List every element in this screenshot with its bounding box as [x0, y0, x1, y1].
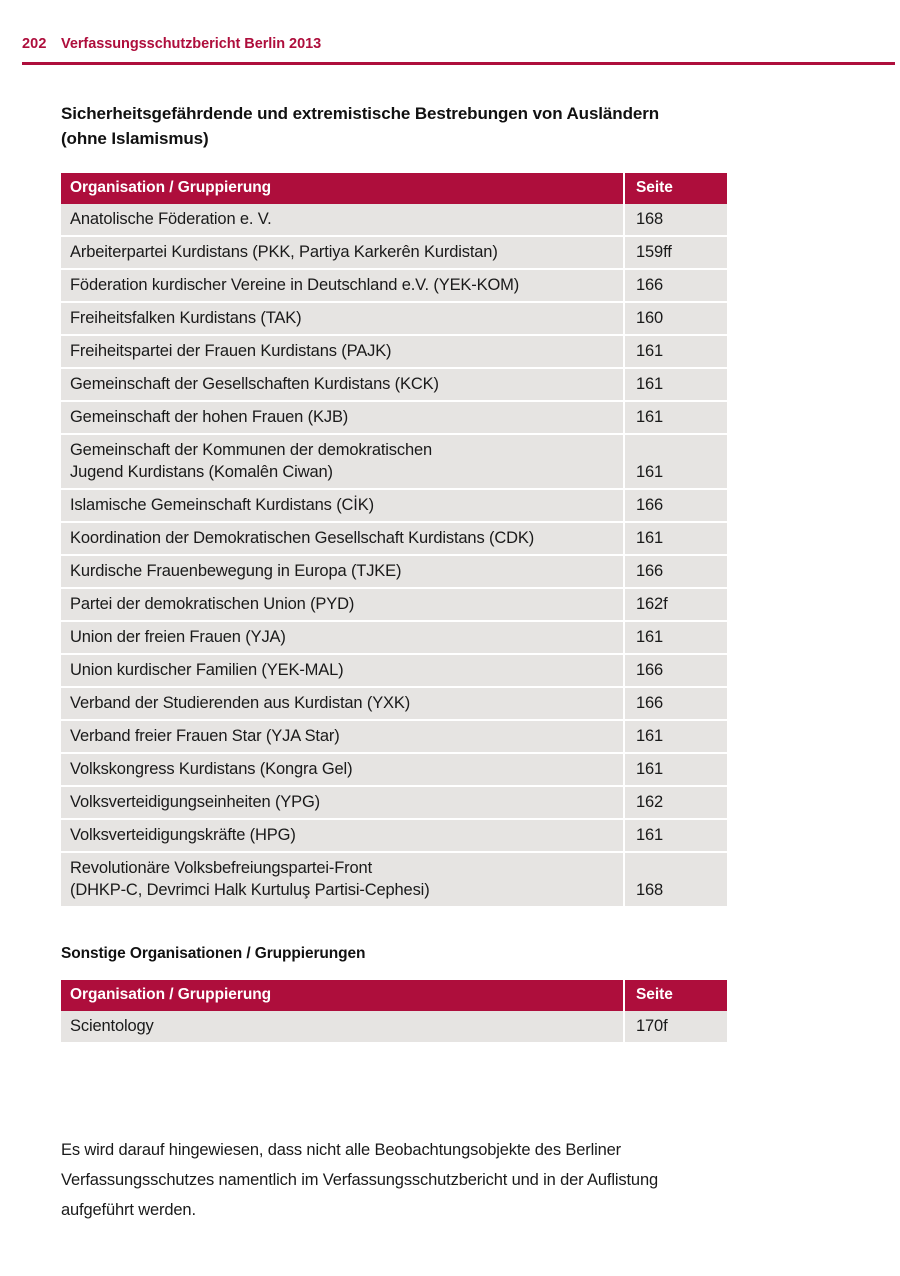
cell-seite: 159ff	[624, 236, 727, 270]
table-row: Revolutionäre Volksbefreiungspartei-Fron…	[61, 852, 727, 908]
table-row: Koordination der Demokratischen Gesellsc…	[61, 522, 727, 556]
cell-organisation: Volksverteidigungseinheiten (YPG)	[61, 786, 625, 820]
table-auslaendische-organisationen: Organisation / Gruppierung Seite Anatoli…	[61, 173, 727, 908]
table-header: Organisation / Gruppierung Seite	[61, 173, 727, 204]
column-header-organisation: Organisation / Gruppierung	[61, 980, 625, 1011]
page-running-head: 202 Verfassungsschutzbericht Berlin 2013	[0, 36, 900, 66]
cell-organisation: Revolutionäre Volksbefreiungspartei-Fron…	[61, 852, 625, 908]
cell-organisation: Föderation kurdischer Vereine in Deutsch…	[61, 269, 625, 303]
cell-organisation: Freiheitsfalken Kurdistans (TAK)	[61, 302, 625, 336]
cell-organisation: Freiheitspartei der Frauen Kurdistans (P…	[61, 335, 625, 369]
table-row: Partei der demokratischen Union (PYD) 162…	[61, 588, 727, 622]
cell-organisation: Partei der demokratischen Union (PYD)	[61, 588, 625, 622]
cell-seite: 161	[624, 819, 727, 853]
cell-seite: 161	[624, 720, 727, 754]
cell-seite: 166	[624, 555, 727, 589]
running-head-rule	[22, 62, 895, 65]
table-row: Union kurdischer Familien (YEK-MAL) 166	[61, 654, 727, 688]
cell-organisation: Volksverteidigungskräfte (HPG)	[61, 819, 625, 853]
table-row: Verband der Studierenden aus Kurdistan (…	[61, 687, 727, 721]
cell-organisation: Islamische Gemeinschaft Kurdistans (CİK)	[61, 489, 625, 523]
table-header-row: Organisation / Gruppierung Seite	[61, 173, 727, 204]
table-row: Anatolische Föderation e. V. 168	[61, 204, 727, 237]
table-row: Freiheitspartei der Frauen Kurdistans (P…	[61, 335, 727, 369]
section-title-sonstige: Sonstige Organisationen / Gruppierungen	[61, 944, 366, 962]
table-body: Scientology 170f	[61, 1011, 727, 1044]
cell-organisation: Koordination der Demokratischen Gesellsc…	[61, 522, 625, 556]
cell-seite: 160	[624, 302, 727, 336]
table-row: Scientology 170f	[61, 1011, 727, 1044]
table-row: Arbeiterpartei Kurdistans (PKK, Partiya …	[61, 236, 727, 270]
table-row: Gemeinschaft der hohen Frauen (KJB) 161	[61, 401, 727, 435]
cell-organisation: Union kurdischer Familien (YEK-MAL)	[61, 654, 625, 688]
cell-seite: 166	[624, 654, 727, 688]
cell-seite: 161	[624, 621, 727, 655]
cell-organisation: Arbeiterpartei Kurdistans (PKK, Partiya …	[61, 236, 625, 270]
cell-organisation: Union der freien Frauen (YJA)	[61, 621, 625, 655]
cell-seite: 166	[624, 489, 727, 523]
cell-organisation: Gemeinschaft der Kommunen der demokratis…	[61, 434, 625, 490]
page-number: 202	[22, 36, 47, 52]
cell-seite: 161	[624, 335, 727, 369]
cell-seite: 166	[624, 687, 727, 721]
table-row: Volksverteidigungseinheiten (YPG) 162	[61, 786, 727, 820]
cell-seite: 168	[624, 852, 727, 908]
cell-seite: 162f	[624, 588, 727, 622]
page-title: Sicherheitsgefährdende und extremistisch…	[61, 104, 660, 149]
table-row: Volkskongress Kurdistans (Kongra Gel) 161	[61, 753, 727, 787]
cell-organisation: Scientology	[61, 1011, 625, 1044]
cell-seite: 168	[624, 204, 727, 237]
table-row: Islamische Gemeinschaft Kurdistans (CİK)…	[61, 489, 727, 523]
table-row: Volksverteidigungskräfte (HPG) 161	[61, 819, 727, 853]
cell-seite: 161	[624, 368, 727, 402]
table-row: Freiheitsfalken Kurdistans (TAK) 160	[61, 302, 727, 336]
cell-organisation: Gemeinschaft der hohen Frauen (KJB)	[61, 401, 625, 435]
column-header-organisation: Organisation / Gruppierung	[61, 173, 625, 204]
cell-organisation: Verband der Studierenden aus Kurdistan (…	[61, 687, 625, 721]
table-header: Organisation / Gruppierung Seite	[61, 980, 727, 1011]
cell-seite: 170f	[624, 1011, 727, 1044]
cell-organisation: Verband freier Frauen Star (YJA Star)	[61, 720, 625, 754]
column-header-seite: Seite	[624, 173, 727, 204]
table-header-row: Organisation / Gruppierung Seite	[61, 980, 727, 1011]
table-row: Gemeinschaft der Kommunen der demokratis…	[61, 434, 727, 490]
cell-organisation: Kurdische Frauenbewegung in Europa (TJKE…	[61, 555, 625, 589]
table-body: Anatolische Föderation e. V. 168 Arbeiterp…	[61, 204, 727, 908]
footnote-text: Es wird darauf hingewiesen, dass nicht a…	[61, 1140, 659, 1219]
table-sonstige-organisationen: Organisation / Gruppierung Seite Sciento…	[61, 980, 727, 1044]
column-header-seite: Seite	[624, 980, 727, 1011]
cell-organisation: Gemeinschaft der Gesellschaften Kurdista…	[61, 368, 625, 402]
table-row: Gemeinschaft der Gesellschaften Kurdista…	[61, 368, 727, 402]
cell-seite: 161	[624, 434, 727, 490]
cell-seite: 161	[624, 522, 727, 556]
cell-seite: 166	[624, 269, 727, 303]
running-title: Verfassungsschutzbericht Berlin 2013	[61, 36, 322, 52]
table-row: Union der freien Frauen (YJA) 161	[61, 621, 727, 655]
table-row: Föderation kurdischer Vereine in Deutsch…	[61, 269, 727, 303]
cell-seite: 161	[624, 401, 727, 435]
cell-organisation: Volkskongress Kurdistans (Kongra Gel)	[61, 753, 625, 787]
cell-seite: 162	[624, 786, 727, 820]
cell-organisation: Anatolische Föderation e. V.	[61, 204, 625, 237]
cell-seite: 161	[624, 753, 727, 787]
table-row: Kurdische Frauenbewegung in Europa (TJKE…	[61, 555, 727, 589]
table-row: Verband freier Frauen Star (YJA Star) 161	[61, 720, 727, 754]
